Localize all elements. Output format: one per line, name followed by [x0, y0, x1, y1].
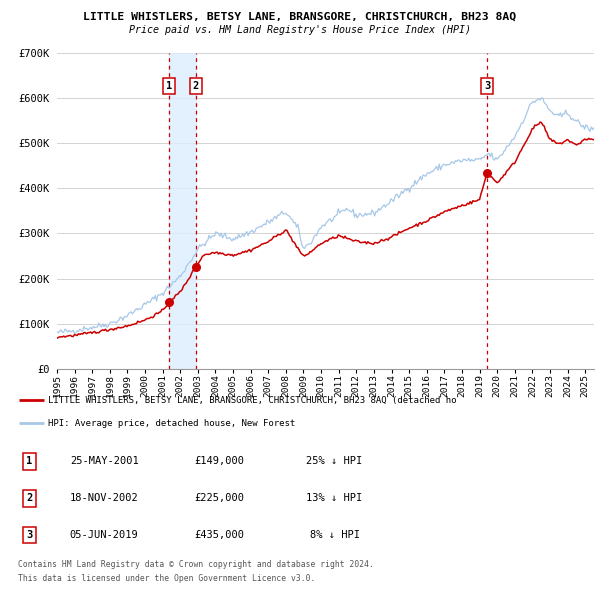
Text: 8% ↓ HPI: 8% ↓ HPI [310, 530, 359, 540]
Text: 13% ↓ HPI: 13% ↓ HPI [307, 493, 362, 503]
Text: 25% ↓ HPI: 25% ↓ HPI [307, 457, 362, 467]
Text: 18-NOV-2002: 18-NOV-2002 [70, 493, 139, 503]
Text: Price paid vs. HM Land Registry's House Price Index (HPI): Price paid vs. HM Land Registry's House … [129, 25, 471, 35]
Text: 3: 3 [484, 81, 490, 91]
Text: This data is licensed under the Open Government Licence v3.0.: This data is licensed under the Open Gov… [18, 574, 316, 583]
Text: £435,000: £435,000 [194, 530, 244, 540]
Text: £225,000: £225,000 [194, 493, 244, 503]
Bar [169, 53, 196, 369]
Text: Contains HM Land Registry data © Crown copyright and database right 2024.: Contains HM Land Registry data © Crown c… [18, 560, 374, 569]
Text: 3: 3 [26, 530, 32, 540]
Text: LITTLE WHISTLERS, BETSY LANE, BRANSGORE, CHRISTCHURCH, BH23 8AQ: LITTLE WHISTLERS, BETSY LANE, BRANSGORE,… [83, 12, 517, 22]
Text: 1: 1 [166, 81, 172, 91]
Text: 25-MAY-2001: 25-MAY-2001 [70, 457, 139, 467]
Text: £149,000: £149,000 [194, 457, 244, 467]
Text: 2: 2 [193, 81, 199, 91]
Text: LITTLE WHISTLERS, BETSY LANE, BRANSGORE, CHRISTCHURCH, BH23 8AQ (detached ho: LITTLE WHISTLERS, BETSY LANE, BRANSGORE,… [48, 396, 456, 405]
Text: 1: 1 [26, 457, 32, 467]
Text: HPI: Average price, detached house, New Forest: HPI: Average price, detached house, New … [48, 418, 295, 428]
Text: 2: 2 [26, 493, 32, 503]
Text: 05-JUN-2019: 05-JUN-2019 [70, 530, 139, 540]
